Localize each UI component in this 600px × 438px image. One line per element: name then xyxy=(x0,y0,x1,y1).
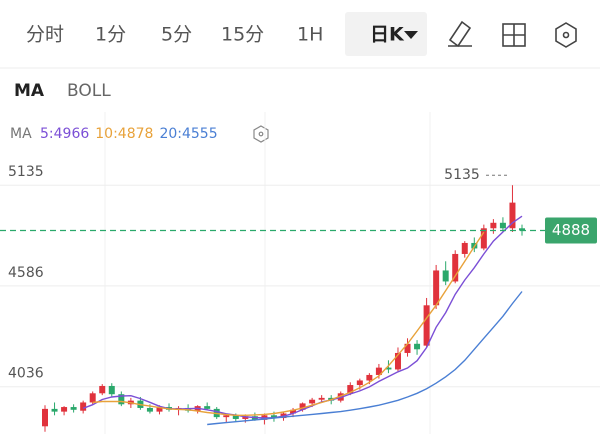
time-tab[interactable]: 1H xyxy=(297,24,323,46)
candle-body xyxy=(309,399,316,404)
candle-body xyxy=(146,407,153,412)
layout-icon[interactable] xyxy=(502,23,526,47)
candle-body xyxy=(519,228,525,231)
time-tab[interactable]: 5分 xyxy=(161,24,192,46)
candle-body xyxy=(61,407,68,412)
candle-body xyxy=(499,222,506,229)
candle-body xyxy=(51,408,58,412)
candle-body xyxy=(414,343,421,350)
candle-body xyxy=(394,352,401,370)
candle-body xyxy=(347,385,354,394)
candle-body xyxy=(290,409,297,414)
time-tab[interactable]: 15分 xyxy=(221,24,264,46)
high-label: 5135 xyxy=(444,167,480,183)
candle-body xyxy=(442,270,449,282)
candle-body xyxy=(480,228,487,249)
ma-legend-item: 5:4966 xyxy=(40,126,89,142)
ma-line xyxy=(92,231,485,416)
candle-body xyxy=(509,202,516,229)
ma-legend-item: 20:4555 xyxy=(159,126,217,142)
candle-body xyxy=(356,380,363,386)
candle-body xyxy=(433,270,440,306)
candle-body xyxy=(318,397,325,400)
candle-body xyxy=(490,222,497,229)
candle-body xyxy=(404,343,411,353)
candle-body xyxy=(423,305,430,346)
last-price-label: 4888 xyxy=(552,221,590,239)
candle-body xyxy=(42,408,48,427)
candle-body xyxy=(80,402,87,411)
candle-body xyxy=(299,403,306,410)
candle-body xyxy=(118,394,125,405)
candle-body xyxy=(452,253,459,282)
ma-label: MA xyxy=(10,126,32,142)
y-tick-label: 5135 xyxy=(8,164,44,180)
candle-body xyxy=(223,415,230,418)
selected-tab[interactable]: 日K xyxy=(370,24,405,46)
ma-legend-item: 10:4878 xyxy=(95,126,153,142)
ma-settings-icon[interactable] xyxy=(253,125,269,143)
ma-line xyxy=(82,215,523,419)
last-price-tag xyxy=(545,217,597,244)
chart: 4036 4586 5135 4888 5135 xyxy=(0,112,600,434)
indicator-tab[interactable]: BOLL xyxy=(67,81,111,101)
selected-tab-bg xyxy=(345,12,427,56)
ma-line xyxy=(207,291,523,426)
settings-icon[interactable] xyxy=(555,22,577,48)
candle-body xyxy=(156,407,163,412)
candle-body xyxy=(461,242,468,254)
draw-tool-icon[interactable] xyxy=(448,20,472,48)
candle-body xyxy=(204,406,211,409)
candle-body xyxy=(89,393,96,403)
candle-body xyxy=(108,385,115,395)
y-tick-label: 4036 xyxy=(8,366,44,382)
time-tab[interactable]: 1分 xyxy=(95,24,126,46)
time-tab[interactable]: 分时 xyxy=(26,24,64,46)
candle-body xyxy=(375,367,382,375)
candle-body xyxy=(242,416,249,419)
candle-body xyxy=(70,407,77,410)
candle-body xyxy=(99,385,106,394)
dropdown-arrow[interactable] xyxy=(404,31,418,39)
candle-body xyxy=(385,367,392,370)
candle-body xyxy=(366,374,373,381)
candle-body xyxy=(232,415,239,419)
candle-body xyxy=(270,415,277,419)
y-tick-label: 4586 xyxy=(8,265,44,281)
indicator-tab[interactable]: MA xyxy=(14,81,45,101)
